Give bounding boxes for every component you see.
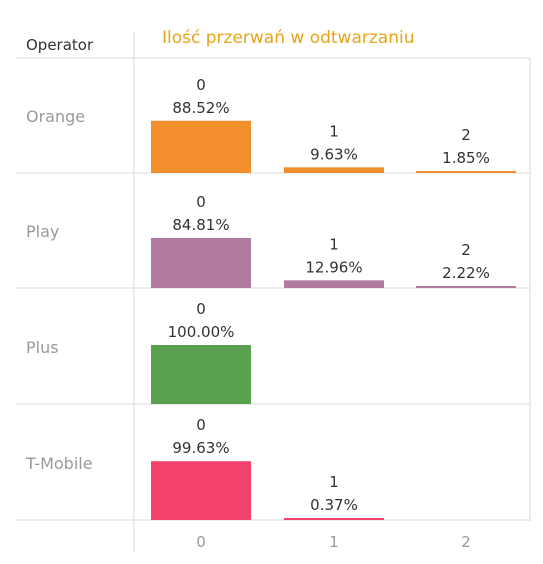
- bar-value-label: 0.37%: [310, 496, 358, 514]
- x-tick-label: 0: [196, 533, 206, 551]
- bar: [151, 237, 251, 288]
- bar-value-label: 99.63%: [172, 439, 229, 457]
- bar-category-label: 2: [461, 126, 471, 144]
- bar-value-label: 12.96%: [305, 258, 362, 276]
- x-tick-label: 1: [329, 533, 339, 551]
- operator-label: Play: [26, 222, 59, 241]
- operator-label: Orange: [26, 107, 85, 126]
- row-orange: Orange 0 88.52% 1 9.63% 2 1.85%: [16, 76, 530, 174]
- bar: [284, 518, 384, 520]
- row-play: Play 0 84.81% 1 12.96% 2 2.22%: [16, 193, 530, 289]
- row-header: Operator: [26, 36, 94, 54]
- bar-value-label: 2.22%: [442, 264, 490, 282]
- bar: [151, 120, 251, 173]
- row-plus: Plus 0 100.00%: [16, 300, 530, 405]
- operator-label: T-Mobile: [25, 454, 93, 473]
- bar-category-label: 1: [329, 473, 339, 491]
- bar-value-label: 9.63%: [310, 145, 358, 163]
- bar: [151, 461, 251, 520]
- bar: [284, 280, 384, 288]
- bar: [416, 171, 516, 173]
- bar: [151, 345, 251, 404]
- bar-category-label: 1: [329, 122, 339, 140]
- bar-value-label: 100.00%: [168, 323, 235, 341]
- bar: [284, 167, 384, 173]
- row-t-mobile: T-Mobile 0 99.63% 1 0.37%: [16, 416, 530, 521]
- bar-category-label: 2: [461, 241, 471, 259]
- x-tick-label: 2: [461, 533, 471, 551]
- bar-category-label: 0: [196, 76, 206, 94]
- operator-label: Plus: [26, 338, 59, 357]
- bar-category-label: 0: [196, 300, 206, 318]
- bar-value-label: 84.81%: [172, 216, 229, 234]
- bar: [416, 286, 516, 288]
- bar-category-label: 0: [196, 193, 206, 211]
- bar-value-label: 88.52%: [172, 99, 229, 117]
- chart-title: Ilość przerwań w odtwarzaniu: [162, 28, 415, 48]
- bar-value-label: 1.85%: [442, 149, 490, 167]
- bar-category-label: 0: [196, 416, 206, 434]
- bar-category-label: 1: [329, 235, 339, 253]
